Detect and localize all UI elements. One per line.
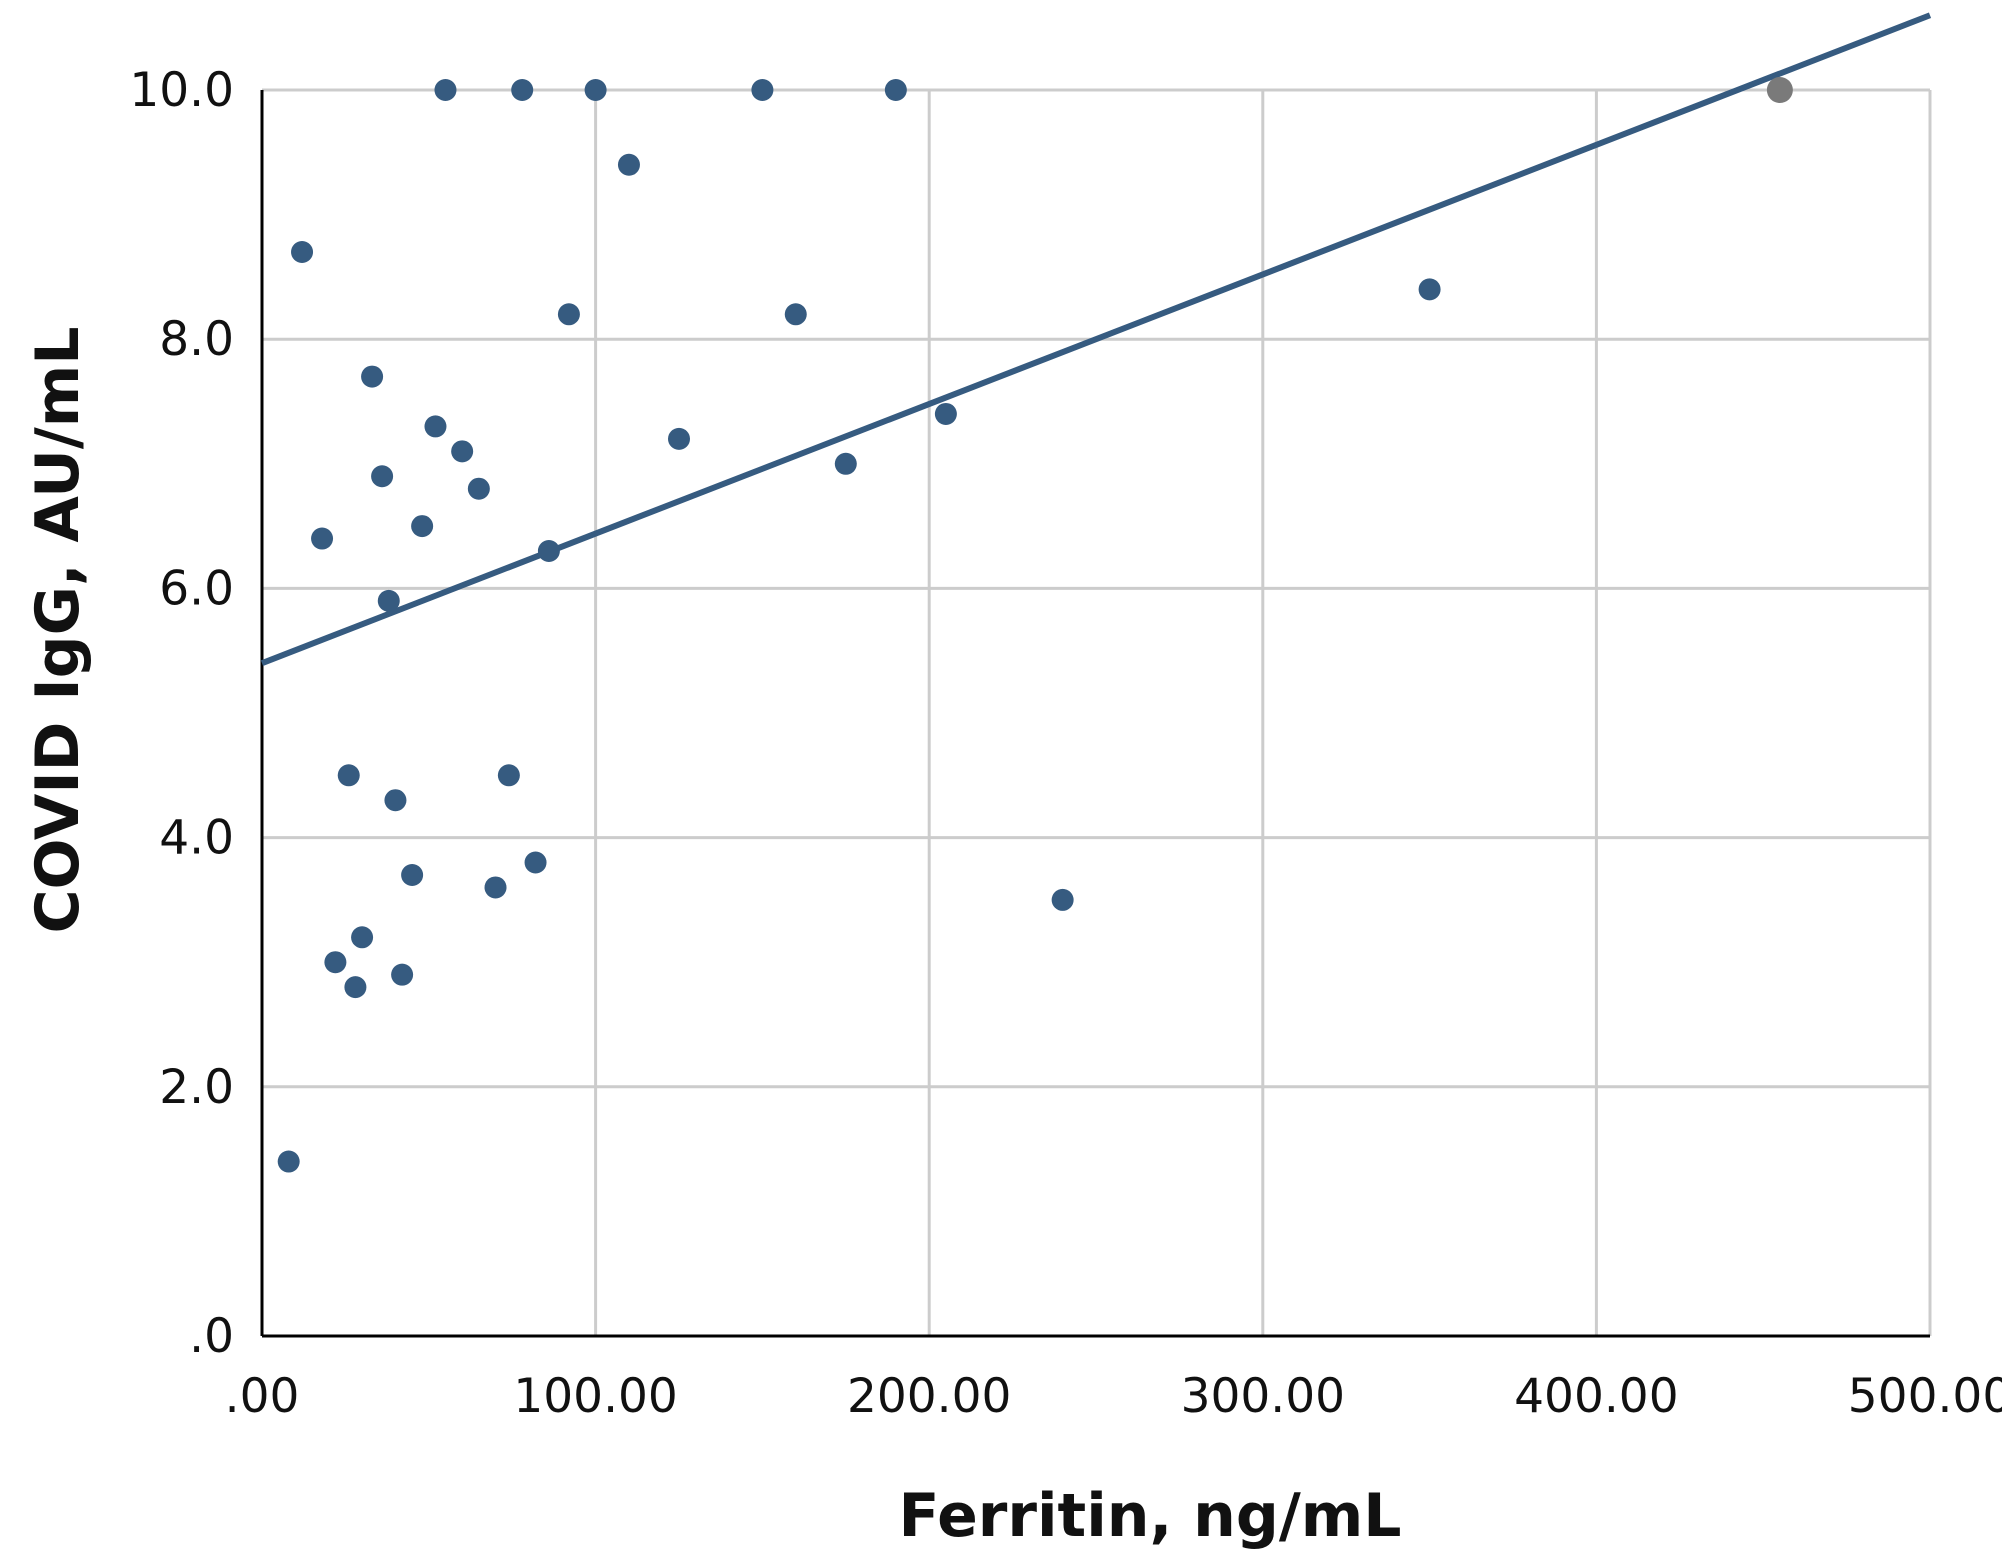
data-point [311,527,334,550]
x-tick-label: 400.00 [1514,1369,1678,1424]
data-point [277,1150,300,1173]
data-point [391,963,414,986]
data-point [344,976,367,999]
data-point [668,427,690,450]
y-tick-label: 2.0 [159,1060,234,1115]
data-point [884,79,907,101]
highlight-data-point [1766,77,1793,103]
x-tick-label: 300.00 [1181,1369,1345,1424]
data-point [324,951,347,974]
data-point [401,863,424,886]
grid-lines [262,88,1932,1336]
axes [260,90,1930,1338]
data-points [277,77,1793,1173]
data-point [361,365,384,388]
data-point [434,79,457,101]
data-point [1051,888,1074,911]
data-point [291,240,314,263]
data-point [584,79,607,101]
data-point [1418,278,1441,301]
data-point [834,452,857,475]
data-point [371,465,394,488]
data-point [557,303,580,326]
data-point [424,415,447,438]
data-point [511,79,534,101]
x-tick-label: 100.00 [513,1369,677,1424]
tick-labels: .00 100.00 200.00 300.00 400.00 500.00 .0 2.0 4.… [129,63,2002,1424]
data-point [411,515,434,538]
y-tick-label: 8.0 [159,312,234,367]
data-point [617,153,640,176]
y-tick-label: .0 [189,1309,234,1364]
x-tick-label: 500.00 [1848,1369,2002,1424]
data-point [384,789,407,812]
y-axis-title: COVID IgG, AU/mL [23,326,93,933]
data-point [484,876,507,899]
y-tick-label: 6.0 [159,561,234,616]
data-point [451,440,474,463]
y-tick-label: 4.0 [159,811,234,866]
data-point [934,402,957,425]
data-point [377,589,400,612]
data-point [784,303,807,326]
data-point [497,764,520,787]
data-point [337,764,360,787]
data-point [351,926,374,949]
x-tick-label: 200.00 [847,1369,1011,1424]
data-point [524,851,547,874]
x-axis-title: Ferritin, ng/mL [899,1481,1402,1551]
x-tick-label: .00 [225,1369,300,1424]
data-point [467,477,490,500]
data-point [537,540,560,563]
y-tick-label: 10.0 [129,63,234,118]
data-point [751,79,774,101]
